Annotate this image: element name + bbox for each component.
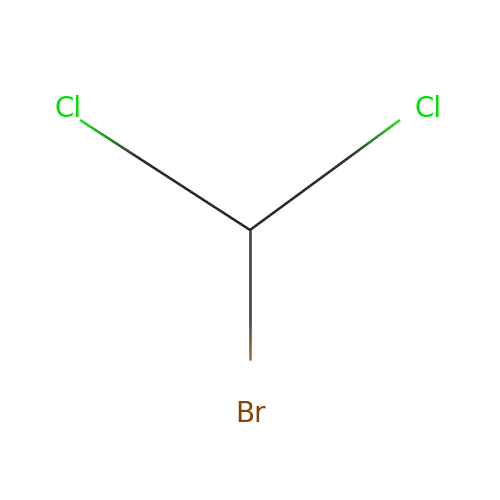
Text: Br: Br bbox=[235, 400, 266, 428]
Text: Cl: Cl bbox=[415, 95, 442, 123]
Text: Cl: Cl bbox=[55, 95, 82, 123]
